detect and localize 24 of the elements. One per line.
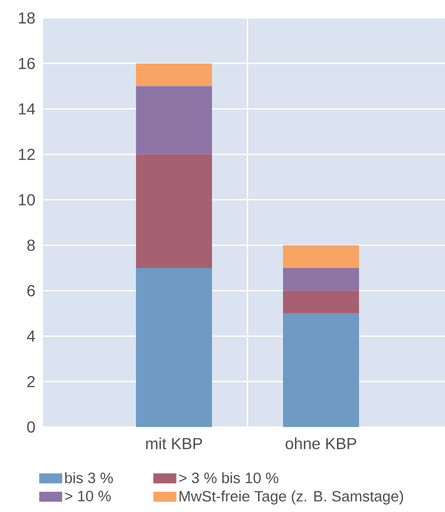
y-tick-label: 4 — [26, 330, 36, 342]
bar — [136, 268, 212, 428]
bar — [283, 290, 360, 314]
bar — [136, 154, 212, 268]
bar — [136, 86, 212, 154]
y-tick-label: 14 — [18, 103, 36, 114]
y-tick-label: 10 — [18, 194, 35, 206]
legend-label: bis 3 % — [65, 472, 113, 484]
bar — [283, 313, 360, 428]
y-tick-label: 0 — [27, 421, 35, 433]
bar — [136, 63, 212, 86]
y-tick-label: 8 — [27, 240, 35, 251]
y-tick-label: 2 — [27, 376, 35, 388]
y-tick-label: 16 — [18, 58, 35, 70]
legend-label: MwSt-freie Tage (z. B. Samstage) — [180, 490, 404, 505]
bar — [283, 245, 360, 268]
legend-label: > 10 % — [64, 490, 111, 502]
x-tick-label: mit KBP — [146, 438, 202, 450]
x-tick-label: ohne KBP — [286, 438, 356, 450]
y-tick-label: 12 — [18, 148, 35, 160]
legend-label: > 3 % bis 10 % — [179, 472, 278, 484]
y-tick-label: 6 — [27, 285, 35, 296]
bar — [283, 268, 360, 291]
y-tick-label: 18 — [18, 12, 35, 24]
